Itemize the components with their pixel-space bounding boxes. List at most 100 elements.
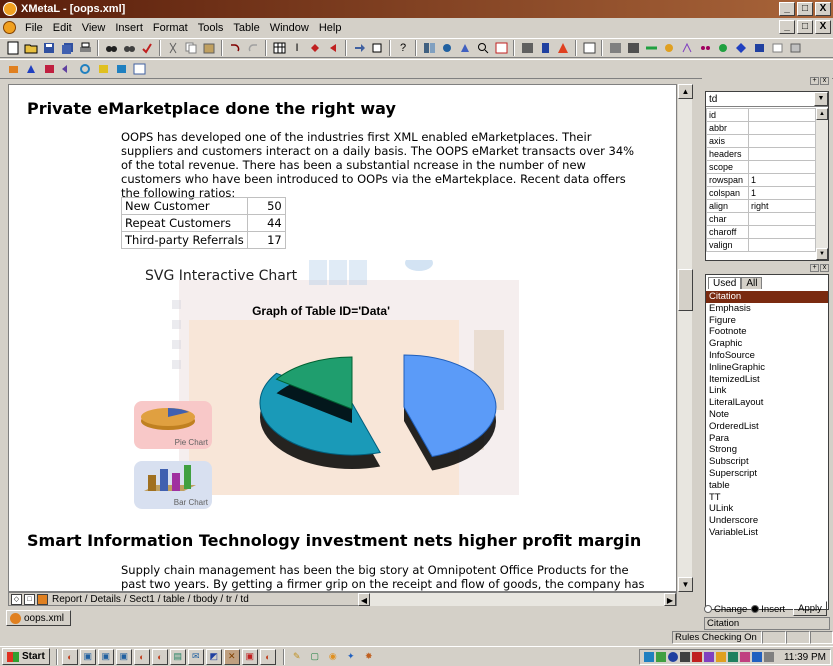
find-icon[interactable] [103,40,119,56]
task-app-7-icon[interactable]: ▤ [169,648,186,665]
document-vertical-scrollbar[interactable]: ▲ ▼ [677,84,693,592]
attribute-row[interactable]: charoff [706,225,816,239]
list-item[interactable]: Note [709,408,730,420]
attribute-row[interactable]: axis [706,134,816,148]
list-item[interactable]: ItemizedList [709,373,760,385]
list-item[interactable]: table [709,479,730,491]
list-item[interactable]: Footnote [709,326,747,338]
start-button[interactable]: Start [2,648,50,665]
task-app-12-icon[interactable]: ◐ [259,648,276,665]
scroll-down-button[interactable]: ▼ [678,577,693,592]
task-app-1-icon[interactable]: ◐ [61,648,78,665]
tray-network-icon[interactable] [643,652,654,662]
list-item[interactable]: Citation [706,291,828,303]
minimize-button[interactable]: _ [779,2,795,16]
list-item[interactable]: Figure [709,314,736,326]
change-radio[interactable] [704,605,712,613]
task-xmetal-icon[interactable]: ✕ [223,648,240,665]
tool-e-icon[interactable] [77,61,93,77]
attribute-row[interactable]: id [706,108,816,122]
apply-button[interactable]: Apply [793,601,827,616]
task-app-6-icon[interactable]: ◐ [151,648,168,665]
task-app-11-icon[interactable]: ▣ [241,648,258,665]
table-cell-label[interactable]: Repeat Customers [121,214,248,232]
panel-close-icon[interactable]: x [820,77,829,85]
menu-edit[interactable]: Edit [52,21,72,34]
attribute-row[interactable]: valign [706,238,816,252]
replace-icon[interactable] [121,40,137,56]
menu-insert[interactable]: Insert [115,21,143,34]
list-item[interactable]: VariableList [709,526,758,538]
tool-f-icon[interactable] [95,61,111,77]
element-select[interactable]: td ▼ [706,92,828,107]
list-item[interactable]: Subscript [709,456,749,468]
attribute-icon[interactable] [537,40,553,56]
view-tags-icon[interactable] [439,40,455,56]
attribute-row[interactable]: rowspan 1 [706,173,816,187]
scroll-up-button[interactable]: ▲ [678,84,693,99]
list-item[interactable]: Para [709,432,730,444]
table-icon[interactable] [271,40,287,56]
tray-volume-icon[interactable] [763,652,774,662]
tool-c-icon[interactable] [41,61,57,77]
forward-icon[interactable] [351,40,367,56]
tray-app-9-icon[interactable] [751,652,762,662]
document-icon[interactable] [3,21,16,34]
scroll-right-button[interactable]: ▶ [664,593,676,606]
task-app-5-icon[interactable]: ◐ [133,648,150,665]
copy-icon[interactable] [183,40,199,56]
close-button[interactable]: X [815,2,831,16]
attribute-value[interactable] [748,238,816,252]
list-item[interactable]: Superscript [709,467,758,479]
attr-scroll-up[interactable]: ▲ [816,108,828,120]
warning-icon[interactable] [555,40,571,56]
attribute-value[interactable] [748,121,816,135]
list-item[interactable]: Emphasis [709,302,751,314]
tool-a-icon[interactable] [5,61,21,77]
redo-icon[interactable] [245,40,261,56]
macro7-icon[interactable] [715,40,731,56]
maximize-button[interactable]: □ [797,2,813,16]
table-cell-value[interactable]: 50 [246,197,286,215]
attribute-scrollbar[interactable]: ▲ ▼ [816,108,828,260]
macro8-icon[interactable] [733,40,749,56]
tray-app-4-icon[interactable] [691,652,702,662]
scroll-left-button[interactable]: ◀ [358,593,370,606]
bookmark-icon[interactable] [307,40,323,56]
attribute-row[interactable]: char [706,212,816,226]
attr-scroll-down[interactable]: ▼ [816,248,828,260]
para-supply-chain[interactable]: Supply chain management has been the big… [121,563,645,591]
macro9-icon[interactable] [751,40,767,56]
attribute-row[interactable]: align right [706,199,816,213]
tool-g-icon[interactable] [113,61,129,77]
tool-b-icon[interactable] [23,61,39,77]
tray-app-6-icon[interactable] [715,652,726,662]
attribute-row[interactable]: scope [706,160,816,174]
save-icon[interactable] [41,40,57,56]
list-item[interactable]: Link [709,385,727,397]
list-item[interactable]: InlineGraphic [709,361,765,373]
list-item[interactable]: Graphic [709,338,743,350]
task-app-2-icon[interactable]: ▣ [79,648,96,665]
spellcheck-icon[interactable] [139,40,155,56]
para-emarketplace[interactable]: OOPS has developed one of the industries… [121,130,635,200]
attribute-row[interactable]: colspan 1 [706,186,816,200]
help-icon[interactable]: ? [399,42,407,54]
attribute-value[interactable] [748,212,816,226]
doc-minimize-button[interactable]: _ [779,20,795,34]
tray-app-3-icon[interactable] [679,652,690,662]
task-app-9-icon[interactable]: ◩ [205,648,222,665]
tray-app-1-icon[interactable] [655,652,666,662]
list-item[interactable]: TT [709,491,721,503]
tab-all[interactable]: All [741,277,763,289]
table-cell-label[interactable]: New Customer [121,197,248,215]
menu-format[interactable]: Format [152,21,188,34]
macro11-icon[interactable] [787,40,803,56]
doc-maximize-button[interactable]: □ [797,20,813,34]
list-item[interactable]: InfoSource [709,349,755,361]
macro5-icon[interactable] [679,40,695,56]
table-cell-value[interactable]: 44 [246,214,286,232]
macro2-icon[interactable] [625,40,641,56]
tray-app-7-icon[interactable] [727,652,738,662]
task-app-8-icon[interactable]: ✉ [187,648,204,665]
